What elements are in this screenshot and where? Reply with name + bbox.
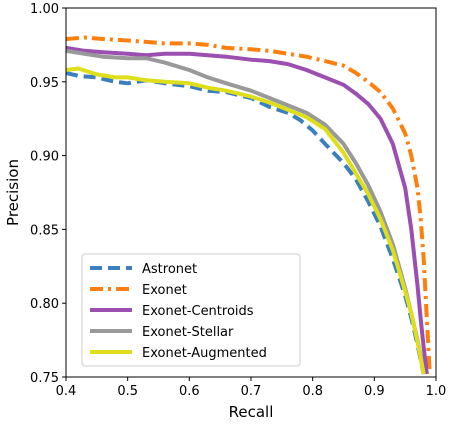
legend: Astronet Exonet Exonet-Centroids Exonet-Ste… (81, 253, 301, 367)
y-tick-label: 0.80 (30, 297, 59, 312)
series-line-5 (66, 66, 426, 375)
y-tick-label: 0.75 (30, 371, 59, 386)
y-tick-label: 0.85 (30, 223, 59, 238)
y-tick-label: 0.90 (30, 150, 59, 165)
legend-label: Exonet-Augmented (142, 346, 267, 361)
y-axis-title: Precision (4, 159, 22, 226)
x-tick-label: 1.0 (426, 384, 447, 399)
legend-label: Exonet-Stellar (142, 325, 234, 340)
x-tick-label: 0.9 (364, 384, 385, 399)
y-tick-label: 0.95 (30, 76, 59, 91)
legend-label: Exonet-Centroids (142, 304, 254, 319)
legend-label: Astronet (142, 262, 197, 277)
legend-box (81, 253, 301, 367)
x-axis-ticks: 0.4 0.5 0.6 0.7 0.8 0.9 1.0 (56, 377, 447, 399)
x-tick-label: 0.6 (179, 384, 200, 399)
y-axis-ticks: 0.75 0.80 0.85 0.90 0.95 1.00 (30, 2, 66, 386)
series-line-3 (66, 45, 429, 375)
x-tick-label: 0.8 (302, 384, 323, 399)
legend-label: Exonet (142, 283, 187, 298)
x-axis-title: Recall (229, 403, 274, 421)
x-tick-label: 0.7 (241, 384, 262, 399)
x-tick-label: 0.4 (56, 384, 77, 399)
x-tick-label: 0.5 (117, 384, 138, 399)
y-tick-label: 1.00 (30, 2, 59, 17)
plot-lines (66, 35, 432, 375)
series-line-2 (66, 35, 432, 375)
